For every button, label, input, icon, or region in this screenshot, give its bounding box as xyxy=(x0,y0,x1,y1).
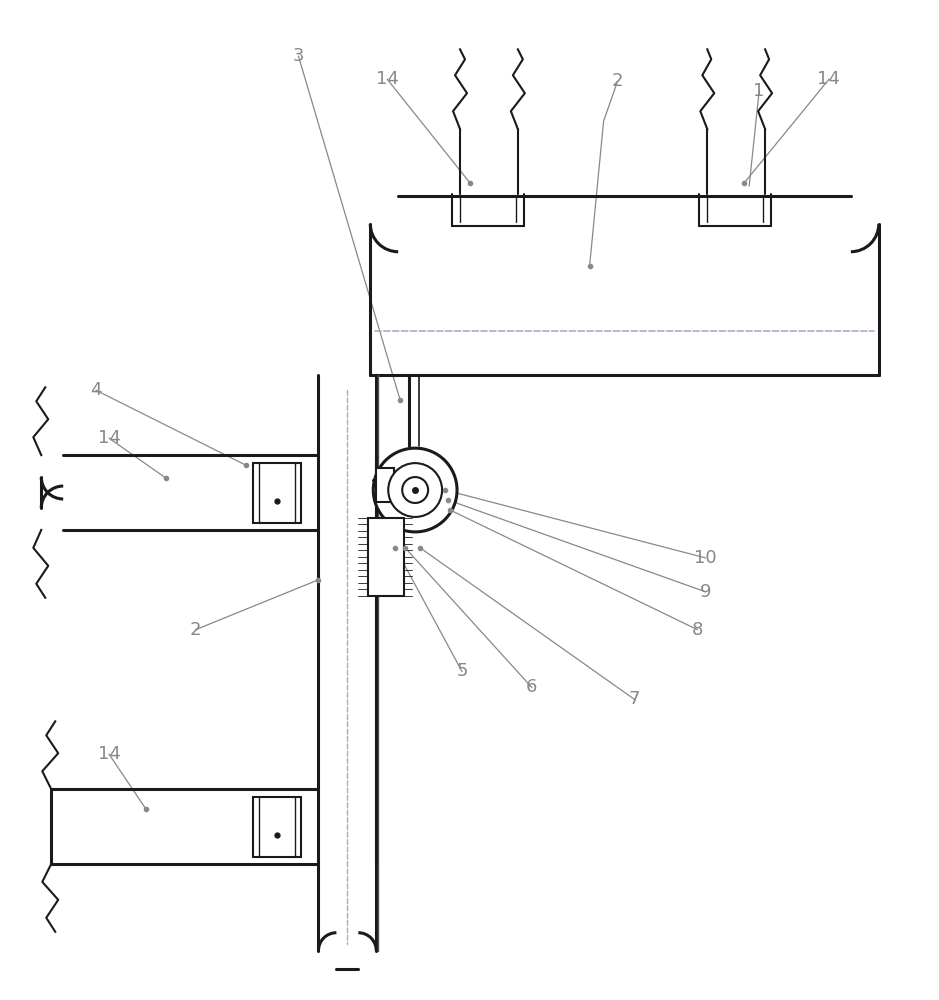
Bar xyxy=(377,468,394,502)
Circle shape xyxy=(402,477,428,503)
Text: 14: 14 xyxy=(98,429,120,447)
Bar xyxy=(253,463,300,523)
Bar xyxy=(368,518,404,596)
Circle shape xyxy=(374,448,457,532)
Text: 3: 3 xyxy=(293,47,304,65)
Text: 14: 14 xyxy=(818,70,840,88)
Text: 6: 6 xyxy=(526,678,537,696)
Text: 8: 8 xyxy=(692,621,703,639)
Text: 4: 4 xyxy=(90,381,101,399)
Bar xyxy=(253,797,300,857)
Text: 1: 1 xyxy=(753,82,765,100)
Text: 2: 2 xyxy=(612,72,623,90)
Text: 14: 14 xyxy=(98,745,120,763)
Text: 2: 2 xyxy=(190,621,202,639)
Text: 9: 9 xyxy=(700,583,711,601)
Text: 10: 10 xyxy=(694,549,716,567)
Text: 7: 7 xyxy=(629,690,640,708)
Text: 14: 14 xyxy=(376,70,399,88)
Circle shape xyxy=(388,463,442,517)
Text: 5: 5 xyxy=(456,662,468,680)
